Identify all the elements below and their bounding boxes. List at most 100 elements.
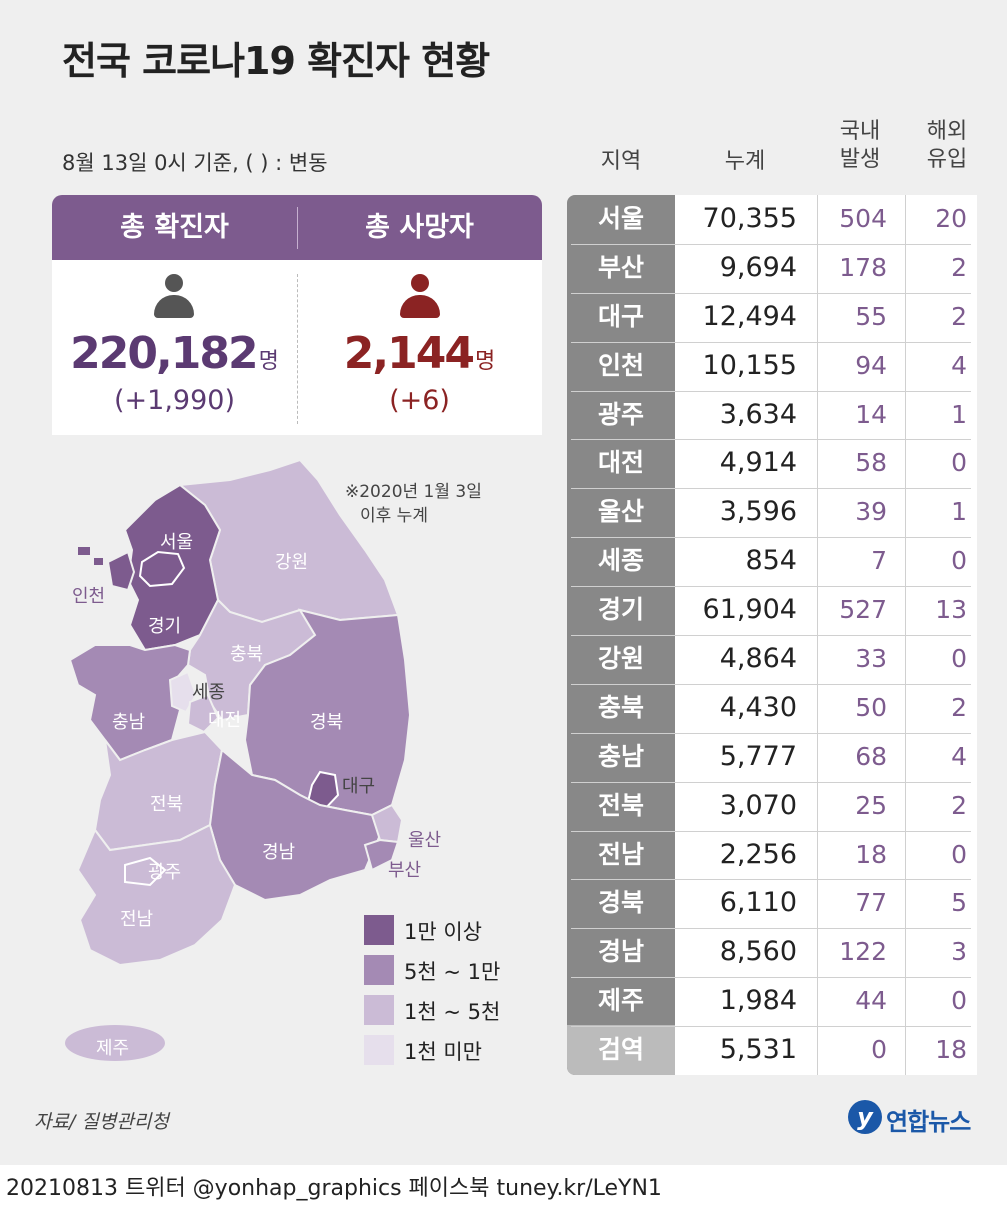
legend-swatch [364, 955, 394, 985]
region-cell: 서울 [597, 204, 644, 233]
as-of-date: 8월 13일 0시 기준, ( ) : 변동 [62, 151, 328, 175]
totals-header: 총 확진자 총 사망자 [52, 195, 542, 260]
region-cell: 경남 [597, 937, 644, 967]
legend-label: 5천 ~ 1만 [404, 960, 501, 984]
total-cell: 61,904 [702, 594, 797, 626]
map-region-seoul [138, 550, 186, 588]
imported-cell: 0 [951, 839, 967, 869]
table-row: 강원 4,864 33 0 [567, 635, 977, 684]
total-cell: 1,984 [719, 985, 797, 1017]
table-row: 울산 3,596 39 1 [567, 488, 977, 537]
total-cell: 854 [745, 545, 797, 577]
region-cell: 충남 [597, 741, 644, 771]
total-cell: 4,864 [719, 643, 797, 674]
table-row: 충북 4,430 50 2 [567, 684, 977, 733]
domestic-cell: 68 [855, 741, 887, 771]
table-row: 세종 854 7 0 [567, 537, 977, 586]
domestic-cell: 50 [855, 692, 887, 722]
header-total: 누계 [724, 149, 766, 174]
header-imported: 해외 유입 [926, 119, 968, 172]
imported-cell: 1 [951, 399, 967, 429]
domestic-cell: 25 [855, 790, 887, 820]
table-row: 대전 4,914 58 0 [567, 439, 977, 488]
region-table: 서울 70,355 504 20 부산 9,694 178 2 대구 12,494 55 2 인천 10,… [567, 195, 977, 1075]
region-cell: 제주 [597, 986, 644, 1016]
footer-credit: 20210813 트위터 @yonhap_graphics 페이스북 tuney… [6, 1176, 662, 1201]
table-row: 경북 6,110 77 5 [567, 879, 977, 928]
total-cell: 3,070 [719, 789, 797, 821]
total-cell: 10,155 [702, 349, 797, 381]
confirmed-label: 총 확진자 [120, 212, 229, 243]
yonhap-logo-icon: y [848, 1100, 882, 1134]
region-cell: 대구 [597, 301, 644, 331]
imported-cell: 2 [951, 692, 967, 722]
table-row: 제주 1,984 44 0 [567, 977, 977, 1026]
map-label-gyeongbuk: 경북 [310, 712, 344, 733]
domestic-cell: 527 [839, 595, 887, 625]
total-cell: 3,634 [719, 398, 797, 430]
legend-label: 1천 ~ 5천 [404, 1000, 501, 1024]
source-credit: 자료/ 질병관리청 [34, 1111, 169, 1133]
map-label-seoul: 서울 [160, 532, 194, 553]
map-label-chungnam: 충남 [112, 712, 146, 733]
person-icon [154, 274, 194, 318]
imported-cell: 0 [951, 644, 967, 673]
map-label-incheon: 인천 [72, 586, 106, 607]
total-cell: 8,560 [719, 936, 797, 968]
deaths-total: 2,144명 [343, 328, 496, 379]
domestic-cell: 44 [855, 986, 887, 1016]
total-cell: 5,777 [719, 740, 797, 772]
legend-label: 1만 이상 [404, 920, 482, 944]
imported-cell: 3 [951, 937, 967, 967]
imported-cell: 0 [951, 986, 967, 1016]
region-cell: 전북 [597, 790, 644, 820]
imported-cell: 4 [951, 350, 967, 380]
map-region-gwangju [124, 856, 167, 887]
imported-cell: 2 [951, 301, 967, 331]
imported-cell: 1 [951, 497, 967, 527]
region-cell: 대전 [597, 448, 644, 478]
map-label-gyeonggi: 경기 [148, 616, 182, 637]
domestic-cell: 0 [871, 1035, 887, 1065]
total-cell: 70,355 [702, 203, 797, 234]
map-note: ※2020년 1월 3일 이후 누계 [345, 482, 482, 526]
table-row: 검역 5,531 0 18 [567, 1026, 977, 1075]
map-region-busan [363, 838, 400, 872]
region-cell: 울산 [597, 497, 644, 527]
confirmed-change: (+1,990) [114, 385, 235, 416]
region-cell: 광주 [597, 399, 644, 429]
region-cell: 강원 [597, 644, 644, 673]
total-cell: 9,694 [719, 251, 797, 283]
total-cell: 4,430 [719, 691, 797, 723]
table-row: 서울 70,355 504 20 [567, 195, 977, 244]
imported-cell: 18 [935, 1035, 967, 1065]
legend-swatch [364, 995, 394, 1025]
imported-cell: 20 [935, 204, 967, 233]
header-domestic: 국내 발생 [839, 119, 881, 172]
map-region-ulsan [370, 803, 404, 844]
domestic-cell: 33 [855, 644, 887, 673]
table-row: 경기 61,904 527 13 [567, 586, 977, 635]
map-label-daegu: 대구 [342, 776, 376, 797]
deaths-label: 총 사망자 [365, 212, 474, 243]
infographic-canvas: 전국 코로나19 확진자 현황 8월 13일 0시 기준, ( ) : 변동 총… [0, 0, 1007, 1165]
imported-cell: 2 [951, 252, 967, 282]
total-cell: 2,256 [719, 838, 797, 870]
map-label-gangwon: 강원 [275, 552, 309, 573]
map-region-jeonnam [76, 823, 237, 967]
deaths-change: (+6) [389, 385, 450, 416]
map-label-jeju: 제주 [96, 1038, 130, 1059]
total-cell: 12,494 [702, 300, 797, 332]
map-region-daejeon [186, 693, 220, 734]
domestic-cell: 122 [839, 937, 887, 967]
legend-swatch [364, 915, 394, 945]
map-label-jeonnam: 전남 [120, 909, 154, 930]
map-label-sejong: 세종 [192, 682, 226, 703]
map-label-gwangju: 광주 [148, 862, 182, 883]
region-cell: 검역 [597, 1035, 644, 1065]
legend-label: 1천 미만 [404, 1040, 482, 1064]
imported-cell: 2 [951, 790, 967, 820]
region-cell: 충북 [597, 692, 644, 722]
domestic-cell: 39 [855, 497, 887, 527]
korea-map [65, 458, 412, 1061]
